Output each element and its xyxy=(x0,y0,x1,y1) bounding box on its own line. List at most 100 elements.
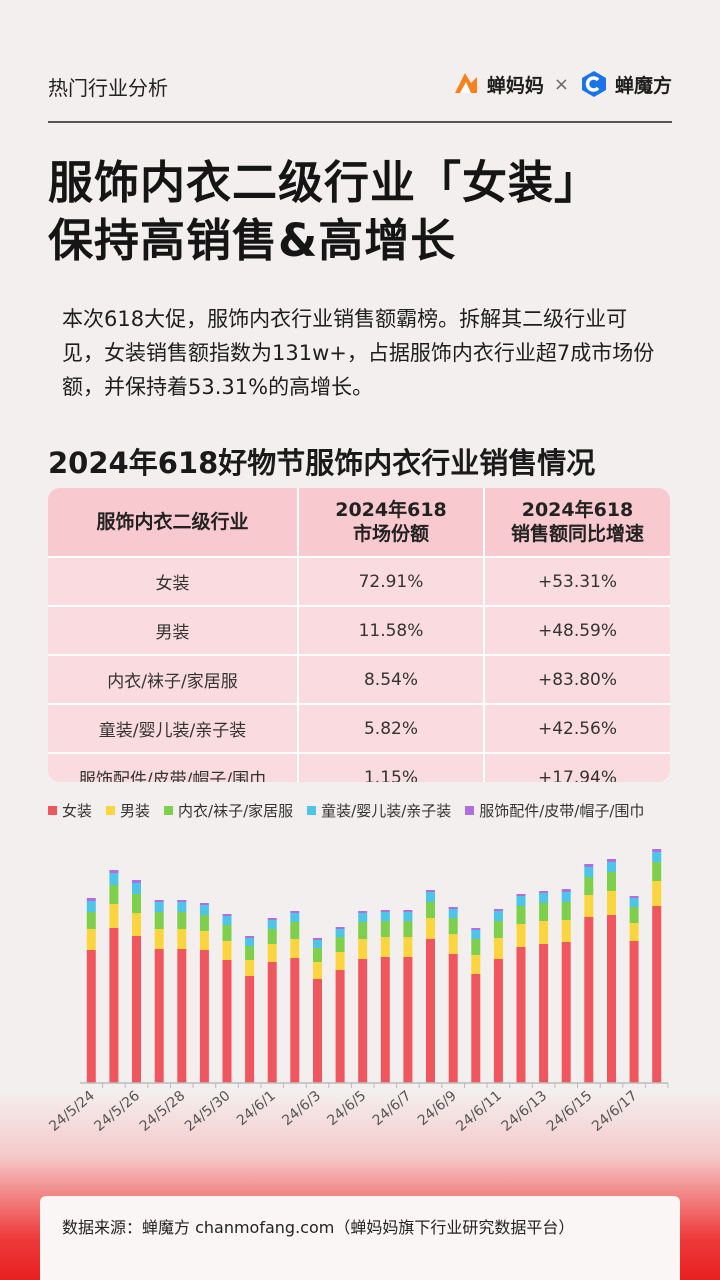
bar-segment xyxy=(109,870,119,873)
bar-segment xyxy=(403,910,413,912)
bar-segment xyxy=(584,877,594,895)
bar-segment xyxy=(516,896,526,906)
bar-segment xyxy=(86,929,96,950)
cell-growth: +17.94% xyxy=(484,752,670,782)
bar-segment xyxy=(629,907,639,923)
bar-segment xyxy=(584,867,594,877)
table-header-row: 服饰内衣二级行业 2024年618 市场份额 2024年618 销售额同比增速 xyxy=(48,488,670,557)
data-source: 数据来源：蝉魔方 chanmofang.com（蝉妈妈旗下行业研究数据平台） xyxy=(62,1218,575,1237)
bar-segment xyxy=(380,937,390,957)
x-tick-label: 24/6/11 xyxy=(453,1088,505,1135)
legend-item: 男装 xyxy=(106,800,150,821)
bar-segment xyxy=(267,918,277,920)
table-row: 男装 11.58% +48.59% xyxy=(48,605,670,655)
page-title: 服饰内衣二级行业「女装」 保持高销售&高增长 xyxy=(48,154,600,270)
x-tick-label: 24/6/5 xyxy=(324,1088,369,1129)
bar-segment xyxy=(86,912,96,929)
bar-segment xyxy=(290,939,300,958)
bar-segment xyxy=(584,895,594,917)
chanmama-logo-icon xyxy=(454,73,477,93)
bar-segment xyxy=(426,918,435,939)
cell-share: 1.15% xyxy=(298,752,485,782)
header: 热门行业分析 蝉妈妈 × 蝉魔方 xyxy=(48,60,672,118)
bar-segment xyxy=(313,948,322,962)
bar-segment xyxy=(448,907,458,909)
bar-segment xyxy=(335,927,345,929)
bar-segment xyxy=(652,849,662,852)
bar-segment xyxy=(426,892,435,902)
bar-segment xyxy=(493,938,503,959)
bar-segment xyxy=(109,904,119,928)
bar-segment xyxy=(539,893,549,903)
table-row: 内衣/袜子/家居服 8.54% +83.80% xyxy=(48,654,670,704)
bar-segment xyxy=(335,937,345,952)
bar-segment xyxy=(516,924,526,947)
cell-category: 服饰配件/皮带/帽子/围巾 xyxy=(48,752,299,782)
bar-segment xyxy=(403,957,413,1083)
bar-segment xyxy=(245,946,255,960)
bar-segment xyxy=(154,929,164,949)
cell-category: 内衣/袜子/家居服 xyxy=(48,654,299,704)
bar-segment xyxy=(652,906,662,1083)
bar-segment xyxy=(199,931,209,950)
bar-segment xyxy=(177,949,187,1083)
chanmofang-logo-icon xyxy=(581,71,606,97)
cell-growth: +53.31% xyxy=(484,556,670,606)
cell-share: 5.82% xyxy=(298,703,485,753)
bar-segment xyxy=(539,903,549,921)
bar-segment xyxy=(629,941,639,1083)
bar-segment xyxy=(380,957,390,1083)
bar-segment xyxy=(539,891,549,893)
bar-segment xyxy=(335,952,345,970)
bar-segment xyxy=(290,913,300,922)
bar-segment xyxy=(380,910,390,912)
bar-segment xyxy=(539,921,549,944)
header-growth: 2024年618 销售额同比增速 xyxy=(484,488,670,557)
bar-segment xyxy=(109,928,119,1083)
bar-segment xyxy=(222,914,232,916)
legend-label: 童装/婴儿装/亲子装 xyxy=(321,802,452,820)
legend-item: 童装/婴儿装/亲子装 xyxy=(307,800,451,821)
bar-segment xyxy=(584,864,594,867)
bar-segment xyxy=(132,880,141,883)
cell-growth: +42.56% xyxy=(484,703,670,753)
bar-segment xyxy=(199,903,209,905)
bar-segment xyxy=(448,934,458,954)
x-tick-label: 24/6/15 xyxy=(544,1088,596,1135)
bar-segment xyxy=(516,947,526,1083)
bar-segment xyxy=(403,921,413,937)
legend-item: 服饰配件/皮带/帽子/围巾 xyxy=(465,800,644,821)
bar-segment xyxy=(426,902,435,918)
bar-segment xyxy=(493,909,503,911)
x-tick-label: 24/6/13 xyxy=(499,1088,551,1135)
legend-swatch xyxy=(465,806,475,815)
bar-segment xyxy=(267,920,277,929)
bar-segment xyxy=(448,954,458,1083)
bar-segment xyxy=(86,950,96,1083)
bar-segment xyxy=(471,930,481,939)
bar-segment xyxy=(335,970,345,1083)
bar-segment xyxy=(358,939,368,959)
legend-label: 男装 xyxy=(120,802,151,820)
bar-segment xyxy=(199,915,209,931)
bar-segment xyxy=(177,900,187,902)
bar-segment xyxy=(245,936,255,938)
x-tick-label: 24/6/1 xyxy=(234,1088,279,1129)
bar-segment xyxy=(448,918,458,934)
bar-segment xyxy=(629,896,639,898)
table-row: 童装/婴儿装/亲子装 5.82% +42.56% xyxy=(48,703,670,753)
bar-segment xyxy=(607,915,616,1083)
bar-segment xyxy=(652,881,662,906)
bar-segment xyxy=(561,892,571,902)
cell-share: 8.54% xyxy=(298,654,485,704)
footer-card xyxy=(40,1196,680,1280)
bar-segment xyxy=(358,959,368,1083)
bar-segment xyxy=(471,974,481,1083)
bar-segment xyxy=(380,912,390,921)
bar-segment xyxy=(290,911,300,913)
header-market-share: 2024年618 市场份额 xyxy=(298,488,485,557)
bar-segment xyxy=(132,894,141,913)
bar-segment xyxy=(471,928,481,930)
cell-share: 11.58% xyxy=(298,605,485,655)
bar-segment xyxy=(177,912,187,929)
